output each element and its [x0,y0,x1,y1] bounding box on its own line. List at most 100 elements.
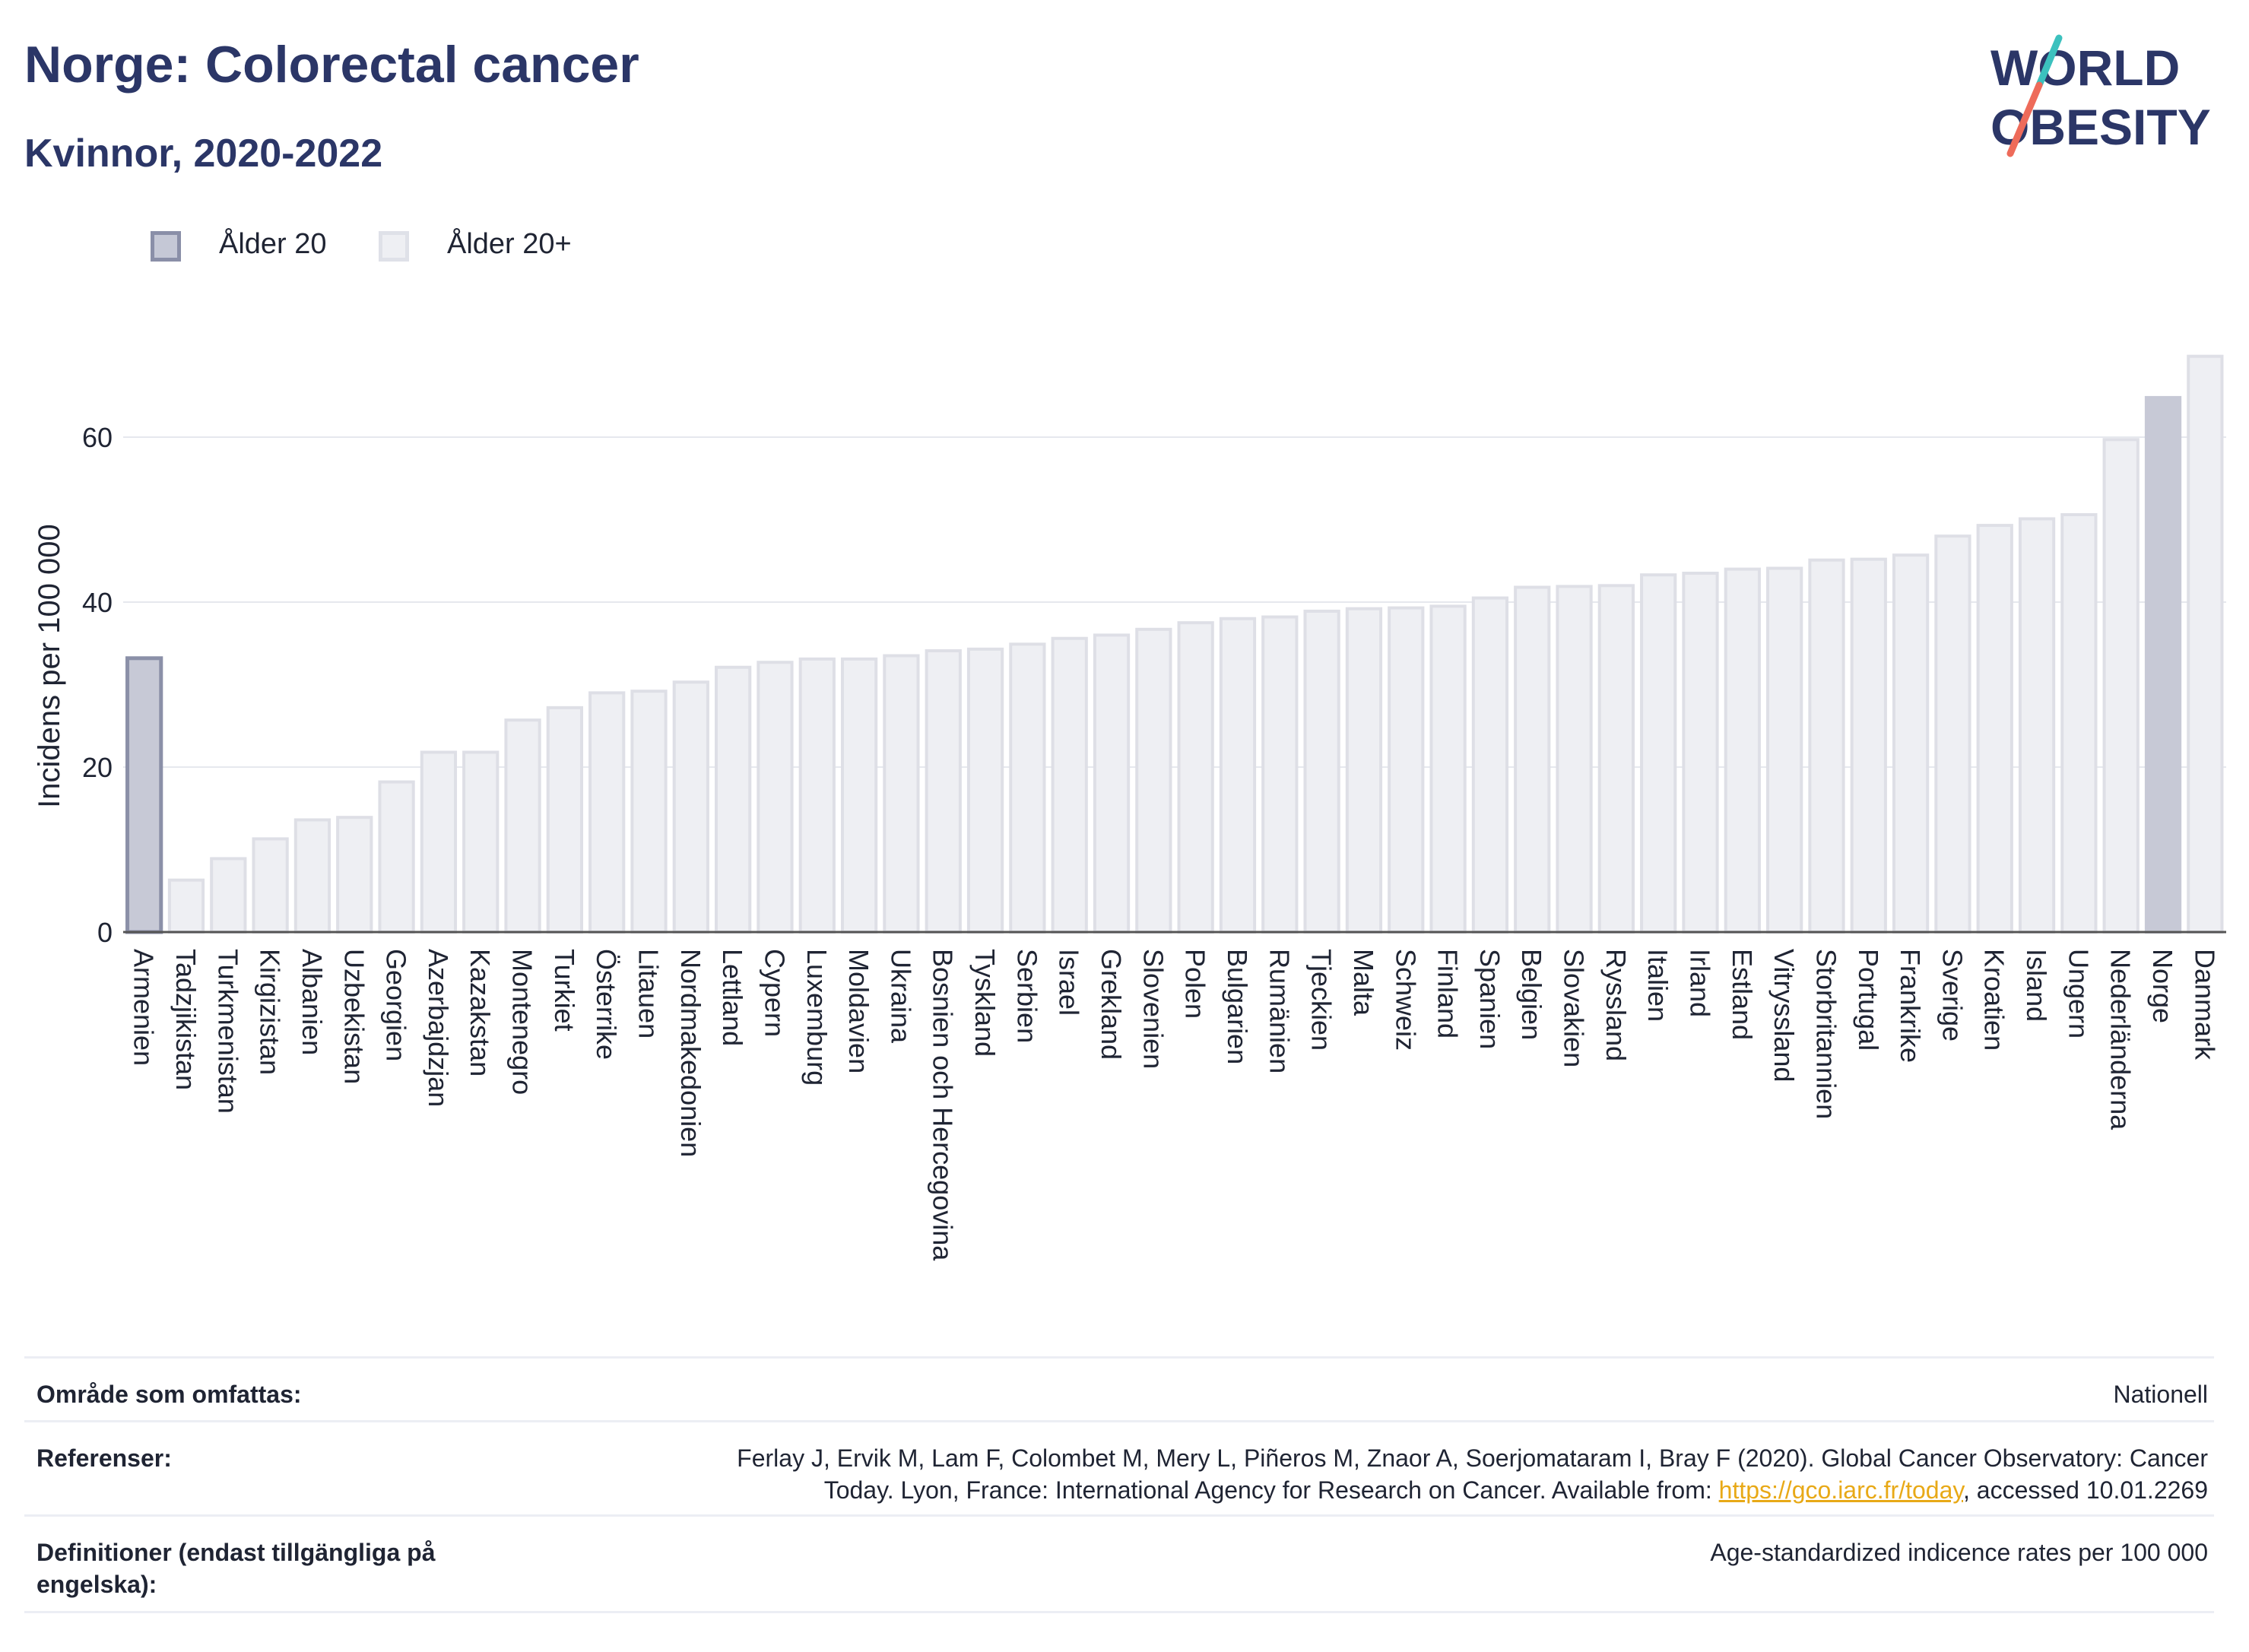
x-tick-label: Vitryssland [1768,949,1800,1082]
x-tick-label: Bulgarien [1222,949,1253,1064]
bar-nederländerna [2102,438,2140,934]
info-value-references: Ferlay J, Ervik M, Lam F, Colombet M, Me… [611,1442,2208,1506]
x-tick-label: Storbritannien [1810,949,1841,1119]
info-key-definitions: Definitioner (endast tillgängliga på eng… [36,1539,436,1598]
bar-litauen [630,690,668,934]
bar-kroatien [1976,524,2013,934]
legend-label-alder-20-plus: Ålder 20+ [447,228,572,260]
x-tick-label: Italien [1642,949,1673,1022]
x-tick-label: Irland [1685,949,1716,1017]
bar-norge [2144,395,2182,934]
x-tick-label: Sverige [1937,949,1968,1042]
world-obesity-logo: WORLD OBESITY [1990,34,2211,157]
reference-link[interactable]: https://gco.iarc.fr/today [1718,1476,1963,1504]
bar-cypern [757,661,794,934]
y-tick-label: 0 [97,917,113,948]
x-tick-label: Slovenien [1137,949,1169,1069]
svg-text:WORLD: WORLD [1990,40,2180,96]
x-tick-label: Lettland [717,949,748,1046]
bar-rumänien [1261,615,1299,934]
bar-kirgizistan [252,837,289,934]
legend-label-alder-20: Ålder 20 [219,228,327,260]
x-tick-label: Ungern [2063,949,2094,1038]
bar-island [2018,517,2056,934]
bar-estland [1724,567,1761,934]
info-key-references: Referenser: [36,1444,172,1472]
bar-slovakien [1556,585,1593,934]
bar-portugal [1850,557,1887,934]
x-tick-label: Portugal [1853,949,1884,1051]
x-tick-label: Luxemburg [801,949,833,1086]
x-tick-label: Kirgizistan [255,949,286,1075]
bar-turkiet [546,706,583,934]
reference-line-2-text: Today. Lyon, France: International Agenc… [823,1476,1719,1504]
bar-lettland [715,665,752,934]
info-row-coverage: Område som omfattas: Nationell [24,1356,2214,1422]
bar-serbien [1009,642,1046,934]
bar-bosnien-och-hercegovina [925,649,962,934]
bar-tadzjikistan [167,878,205,934]
x-tick-label: Spanien [1474,949,1505,1049]
bar-bulgarien [1219,617,1257,934]
info-row-references: Referenser: Ferlay J, Ervik M, Lam F, Co… [24,1420,2214,1517]
y-axis-label: Incidens per 100 000 [33,524,66,808]
bar-armenien [125,656,163,934]
x-tick-label: Kazakstan [465,949,496,1076]
info-key-coverage: Område som omfattas: [36,1381,302,1408]
x-tick-label: Frankrike [1895,949,1926,1063]
reference-line-2: Today. Lyon, France: International Agenc… [611,1474,2208,1506]
x-tick-label: Danmark [2189,949,2220,1061]
bar-georgien [378,780,415,934]
bar-kazakstan [462,750,500,934]
x-tick-label: Ukraina [885,949,916,1044]
bar-österrike [588,691,626,934]
x-tick-label: Tyskland [969,949,1001,1057]
bar-slovenien [1135,627,1172,934]
bar-belgien [1514,585,1551,934]
bar-uzbekistan [336,816,373,934]
x-tick-label: Kroatien [1979,949,2010,1051]
y-tick-label: 60 [82,422,113,453]
bar-israel [1051,636,1088,934]
bar-azerbajdzjan [420,750,458,934]
x-tick-label: Turkiet [549,949,580,1032]
x-tick-label: Island [2021,949,2052,1022]
x-tick-label: Georgien [381,949,412,1061]
x-tick-label: Litauen [633,949,665,1038]
x-tick-label: Moldavien [843,949,874,1073]
x-tick-label: Polen [1180,949,1211,1019]
x-tick-label: Ryssland [1600,949,1632,1061]
bar-albanien [293,818,331,934]
legend-swatch-alder-20 [151,231,181,262]
bar-ryssland [1597,584,1635,934]
x-tick-label: Nederländerna [2105,949,2136,1130]
bar-montenegro [504,718,541,934]
x-tick-label: Belgien [1516,949,1547,1040]
bar-frankrike [1892,553,1930,934]
bar-nordmakedonien [672,680,709,934]
info-value-coverage: Nationell [2113,1381,2208,1408]
x-tick-label: Tjeckien [1306,949,1337,1051]
bar-polen [1177,621,1214,934]
x-tick-label: Österrike [591,949,622,1060]
bar-tjeckien [1303,609,1340,934]
x-tick-label: Rumänien [1264,949,1295,1073]
x-tick-label: Uzbekistan [338,949,370,1084]
x-tick-label: Bosnien och Hercegovina [928,949,959,1261]
bar-danmark [2187,354,2224,934]
x-tick-label: Slovakien [1559,949,1590,1067]
bar-italien [1640,573,1677,934]
x-tick-label: Armenien [128,949,160,1066]
x-tick-label: Nordmakedonien [675,949,706,1157]
x-tick-label: Tadzjikistan [170,949,201,1090]
bar-moldavien [840,657,878,934]
bar-finland [1429,604,1467,934]
bar-malta [1345,607,1383,934]
x-tick-label: Norge [2147,949,2178,1023]
x-tick-label: Finland [1432,949,1464,1038]
bar-storbritannien [1808,558,1845,934]
bar-irland [1682,572,1719,934]
x-tick-label: Azerbajdzjan [423,949,454,1107]
bar-turkmenistan [210,857,247,934]
y-tick-label: 20 [82,752,113,783]
